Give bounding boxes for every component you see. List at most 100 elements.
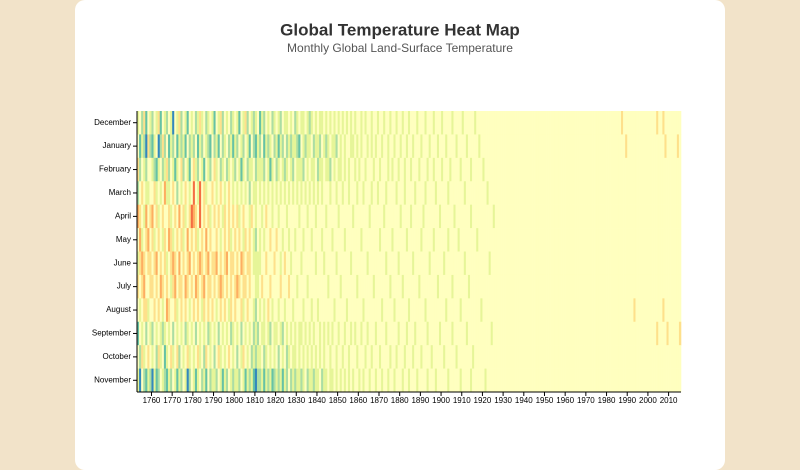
cell [401,368,405,393]
cell [596,157,599,182]
cell [412,321,415,346]
cell [329,134,332,159]
cell [647,345,651,369]
cell [298,345,301,369]
cell [418,181,421,205]
cell [422,181,425,205]
cell [345,368,349,393]
cell [445,204,448,229]
cell [358,181,361,205]
cell [240,204,243,229]
cell [563,298,566,323]
cell [178,228,181,252]
cell [569,368,572,393]
cell [217,298,221,323]
cell [403,228,407,252]
cell [395,251,398,276]
cell [205,204,208,229]
cell [573,368,576,393]
cell [426,321,429,346]
cell [383,181,386,205]
cell [558,251,562,276]
cell [379,368,382,393]
cell [265,345,268,369]
cell [327,181,330,205]
cell [219,111,223,135]
cell [672,321,676,346]
cell [405,274,409,299]
cell [490,157,494,182]
cell [267,204,270,229]
cell [443,181,446,205]
cell [314,274,318,299]
cell [153,134,156,159]
cell [271,111,274,135]
cell [600,111,603,135]
cell [494,368,498,393]
cell [267,157,270,182]
cell [647,134,651,159]
cell [285,274,289,299]
cell [383,345,386,369]
cell [192,204,196,229]
cell [447,321,450,346]
cell [254,181,258,205]
cell [486,345,489,369]
x-tick-label: 1760 [143,396,161,405]
cell [376,251,380,276]
cell [441,111,444,135]
cell [300,157,303,182]
cell [585,181,589,205]
cell [356,111,359,135]
cell [176,251,179,276]
cell [221,134,225,159]
cell [343,228,347,252]
chart-title: Global Temperature Heat Map [280,20,520,39]
cell [561,345,564,369]
cell [405,134,409,159]
cell [407,157,411,182]
cell [509,274,512,299]
cell [242,345,245,369]
cell [550,251,554,276]
cell [621,368,624,393]
x-tick-label: 1800 [225,396,243,405]
cell [370,134,374,159]
cell [147,298,150,323]
cell [387,345,390,369]
cell [192,157,196,182]
cell [228,321,231,346]
cell [532,157,535,182]
cell [654,204,657,229]
cell [472,321,475,346]
cell [337,181,341,205]
cell [287,321,291,346]
cell [589,111,593,135]
cell [678,298,682,323]
cell [259,251,262,276]
cell [498,298,502,323]
cell [316,321,320,346]
cell [631,204,634,229]
cell [186,157,190,182]
cell [424,251,427,276]
cell [366,157,369,182]
cell [161,251,165,276]
cell [561,111,564,135]
cell [492,368,496,393]
cell [573,111,576,135]
cell [254,274,258,299]
cell [172,345,175,369]
cell [219,204,223,229]
cell [186,345,190,369]
cell [563,251,566,276]
cell [652,368,655,393]
cell [211,204,214,229]
cell [418,157,421,182]
cell [534,204,537,229]
cell [643,111,647,135]
cell [631,134,634,159]
cell [525,181,529,205]
cell [484,181,487,205]
cell [676,368,680,393]
